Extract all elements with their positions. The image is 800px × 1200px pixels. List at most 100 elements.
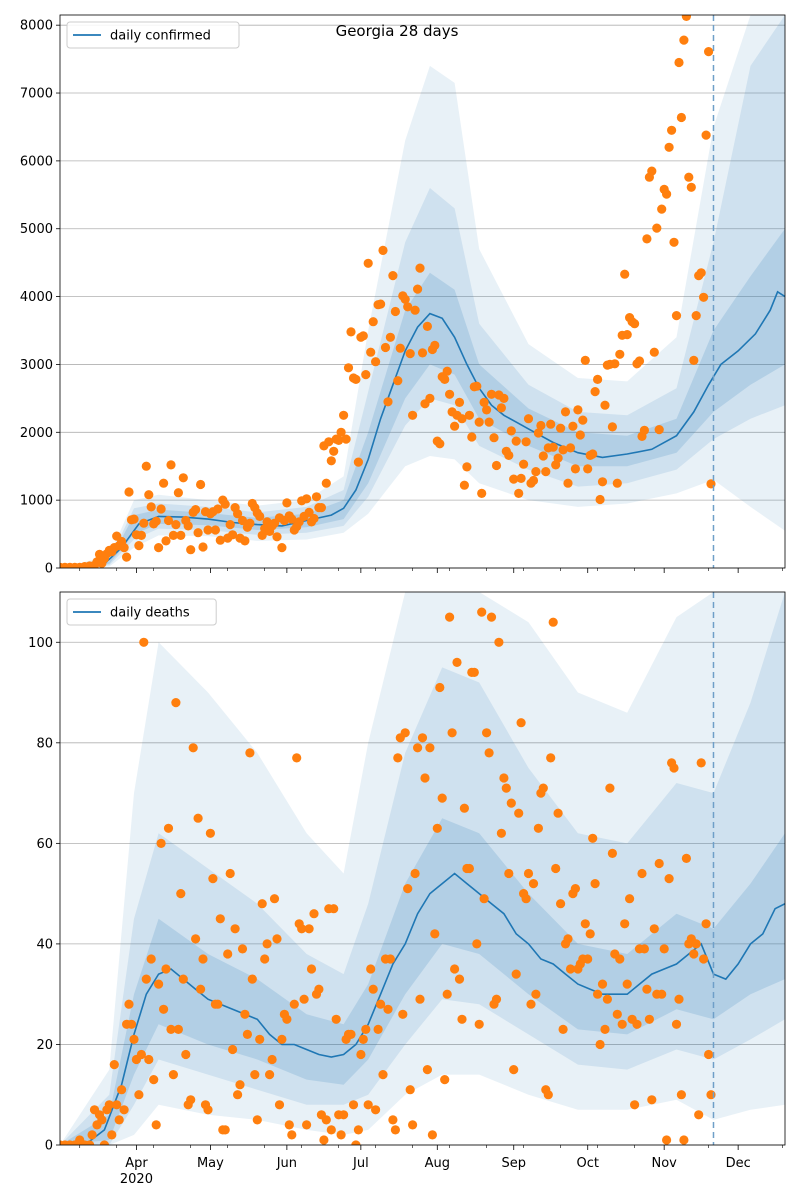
confirmed-observed-point-135 [405,349,415,359]
confirmed-observed-point-178 [511,436,521,446]
deaths-observed-point-146 [430,929,440,939]
deaths-ytick-label-40: 40 [36,937,53,952]
confirmed-ytick-label-4000: 4000 [20,290,53,305]
confirmed-observed-point-160 [467,432,477,442]
confirmed-observed-point-162 [472,381,482,391]
deaths-observed-point-175 [501,783,511,793]
deaths-observed-point-156 [454,974,465,984]
deaths-observed-point-133 [398,1009,408,1019]
deaths-observed-point-35 [156,838,166,849]
deaths-observed-point-188 [533,823,544,833]
confirmed-observed-point-49 [193,528,203,538]
confirmed-observed-point-96 [309,513,319,524]
deaths-observed-point-124 [376,999,386,1009]
confirmed-observed-point-30 [146,502,156,512]
deaths-observed-point-27 [136,1049,146,1060]
confirmed-observed-point-114 [353,457,363,467]
confirmed-observed-point-245 [676,112,687,123]
confirmed-observed-point-155 [454,397,465,407]
deaths-observed-point-217 [605,783,615,793]
confirmed-observed-point-19 [119,543,129,553]
confirmed-observed-point-230 [639,425,650,435]
deaths-observed-point-171 [491,994,502,1004]
confirmed-ytick-label-1000: 1000 [20,494,53,509]
deaths-observed-point-238 [657,989,667,999]
deaths-observed-point-33 [151,1120,161,1130]
confirmed-observed-point-189 [538,451,548,461]
confirmed-observed-point-58 [215,535,225,545]
confirmed-observed-point-195 [553,453,563,463]
deaths-observed-point-176 [504,868,514,879]
confirmed-observed-point-29 [144,490,154,500]
confirmed-observed-point-165 [479,397,489,407]
deaths-observed-point-117 [358,1034,368,1044]
deaths-observed-point-79 [265,1070,275,1080]
deaths-observed-point-155 [452,657,462,668]
deaths-observed-point-58 [213,999,223,1009]
confirmed-observed-point-143 [425,393,435,403]
deaths-observed-point-185 [526,999,536,1009]
deaths-observed-point-255 [699,954,709,964]
deaths-observed-point-51 [196,984,206,994]
deaths-observed-point-44 [178,974,188,984]
deaths-observed-point-248 [681,853,692,864]
confirmed-observed-point-201 [568,421,578,431]
confirmed-observed-point-222 [620,269,630,279]
deaths-observed-point-113 [348,1100,359,1110]
deaths-observed-point-177 [506,798,516,808]
deaths-observed-point-105 [329,904,339,914]
deaths-observed-point-212 [593,989,603,999]
confirmed-observed-point-56 [210,525,220,535]
confirmed-observed-point-163 [474,417,484,427]
deaths-observed-point-257 [704,1049,714,1060]
confirmed-observed-point-226 [630,319,640,329]
confirmed-observed-point-240 [664,142,674,152]
confirmed-observed-point-113 [351,374,361,384]
confirmed-observed-point-38 [166,460,176,470]
confirmed-observed-point-233 [647,166,657,176]
deaths-observed-point-68 [237,944,248,954]
deaths-observed-point-50 [193,813,203,823]
confirmed-observed-point-124 [378,245,388,255]
deaths-observed-point-187 [531,989,541,999]
confirmed-observed-point-256 [704,47,714,57]
confirmed-observed-point-62 [225,520,235,530]
confirmed-observed-point-103 [326,456,336,466]
deaths-observed-point-239 [659,944,669,954]
deaths-ytick-label-100: 100 [28,636,53,651]
deaths-observed-point-16 [109,1060,119,1070]
confirmed-observed-point-130 [393,376,403,386]
deaths-observed-point-74 [252,1115,262,1125]
confirmed-observed-point-131 [395,343,405,353]
confirmed-observed-point-237 [657,204,667,214]
confirmed-observed-point-25 [134,541,144,551]
deaths-observed-point-121 [368,984,378,994]
deaths-observed-point-233 [644,1014,655,1024]
confirmed-observed-point-177 [509,474,519,484]
deaths-observed-point-90 [292,753,302,763]
deaths-observed-point-246 [676,1090,687,1100]
deaths-observed-point-62 [223,949,233,959]
deaths-observed-point-80 [267,1054,277,1065]
deaths-observed-point-22 [124,999,134,1009]
deaths-observed-point-165 [477,607,487,617]
deaths-observed-point-101 [319,1135,329,1145]
deaths-observed-point-14 [104,1100,114,1110]
deaths-observed-point-210 [588,833,598,843]
deaths-observed-point-6 [85,1140,95,1145]
confirmed-observed-point-255 [701,130,711,140]
deaths-observed-point-29 [141,974,151,984]
deaths-band-outer [60,592,785,1145]
deaths-observed-point-234 [647,1095,657,1105]
confirmed-observed-point-65 [233,509,243,519]
deaths-legend-label: daily deaths [110,606,190,621]
confirmed-observed-point-159 [464,410,474,420]
confirmed-observed-point-167 [484,417,494,427]
confirmed-observed-point-43 [178,473,188,483]
confirmed-observed-point-57 [213,504,223,514]
confirmed-observed-point-21 [124,487,134,497]
confirmed-observed-point-109 [341,434,351,444]
deaths-observed-point-207 [580,919,590,929]
deaths-observed-point-87 [284,1120,294,1130]
deaths-observed-point-247 [679,1135,689,1145]
